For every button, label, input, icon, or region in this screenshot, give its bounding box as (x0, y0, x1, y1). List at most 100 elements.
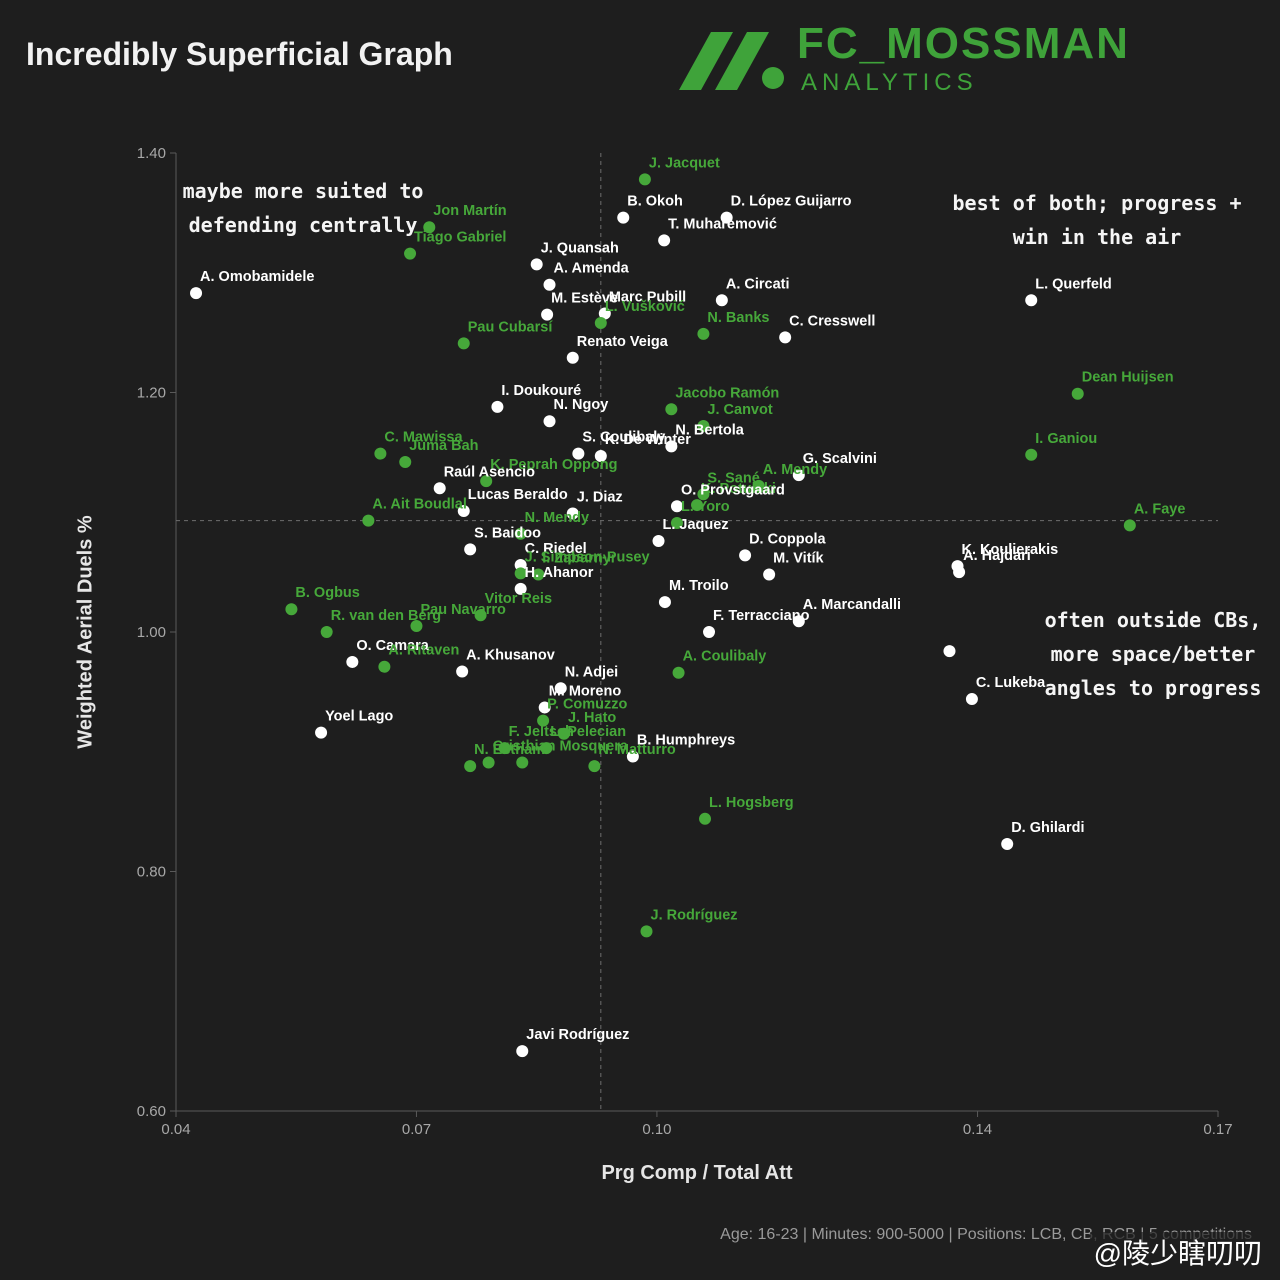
point-label: N. Estham (474, 742, 545, 758)
point-label: Javi Rodríguez (526, 1027, 629, 1043)
data-point (543, 278, 556, 291)
point-label: A. Faye (1134, 501, 1186, 517)
point-label: Dean Huijsen (1082, 370, 1174, 386)
data-point (516, 756, 529, 769)
chart-axes: 0.04 0.07 0.10 0.14 0.17 0.60 0.80 1.00 1.20 1.40 (137, 145, 1233, 1138)
data-point (703, 626, 716, 638)
data-point (530, 258, 543, 271)
point-label: A. Omobamidele (200, 269, 314, 285)
data-point (498, 742, 511, 755)
data-point (464, 760, 477, 773)
point-label: S. Sané (707, 470, 759, 486)
data-point (779, 331, 792, 344)
data-point (514, 558, 527, 571)
data-point (617, 211, 630, 224)
point-label: J. Canvot (707, 402, 772, 418)
data-point (697, 420, 710, 433)
point-label: Pau Navarro (420, 602, 506, 618)
data-point (464, 543, 477, 556)
data-point (346, 655, 359, 668)
point-label: Juma Bah (409, 438, 478, 454)
point-label: K. Koulierakis (962, 542, 1059, 558)
data-point (1123, 519, 1136, 532)
data-point (285, 603, 298, 616)
point-label: L. Jaquez (663, 517, 729, 533)
data-point (480, 475, 493, 488)
data-point (362, 514, 375, 527)
data-point (514, 527, 527, 540)
data-point (557, 727, 570, 740)
point-label: B. Okoh (627, 194, 683, 210)
point-label: Yoel Lago (325, 709, 393, 725)
y-tick-label: 1.20 (137, 385, 166, 402)
point-label: F. Terracciano (713, 608, 810, 624)
point-label: Pau Cubarsí (468, 319, 554, 335)
annotation-top-right: best of both; progress + win in the air (952, 191, 1242, 249)
point-label: M. Vitík (773, 551, 824, 567)
data-point (1001, 837, 1014, 850)
page-title: Incredibly Superficial Graph (26, 36, 453, 72)
data-point (640, 925, 653, 938)
data-point (537, 714, 550, 727)
data-point (670, 500, 683, 513)
data-point (423, 221, 436, 234)
logo-brand-text: FC_MOSSMAN (797, 19, 1130, 68)
data-point (626, 750, 639, 763)
data-point (699, 812, 712, 825)
data-point (554, 682, 567, 695)
point-label: N. Banks (707, 310, 769, 326)
data-point (588, 760, 601, 773)
data-point (763, 568, 776, 581)
point-label: A. Ait Boudlal (372, 497, 467, 513)
point-label: L. Pelecian (550, 724, 626, 740)
data-point (720, 211, 733, 224)
data-point (739, 549, 752, 562)
point-label: D. López Guijarro (731, 194, 852, 210)
point-label: M. Estève (551, 291, 618, 307)
point-label: Raúl Asencio (444, 464, 535, 480)
data-point (433, 482, 446, 495)
data-point (594, 449, 607, 462)
data-point (965, 693, 978, 706)
data-point (378, 660, 391, 673)
data-point (399, 455, 412, 468)
data-point (672, 666, 685, 679)
data-point (658, 596, 671, 609)
data-point (457, 337, 470, 350)
point-label: Jacobo Ramón (675, 385, 779, 401)
data-point (598, 307, 611, 320)
data-point (953, 566, 966, 579)
point-label: D. Coppola (749, 531, 826, 547)
point-label: A. Ritaven (388, 643, 459, 659)
y-tick-label: 0.60 (137, 1103, 166, 1120)
data-point (1071, 387, 1084, 400)
point-label: K. Potulski (701, 481, 776, 497)
point-label: L. Yoro (681, 499, 730, 515)
point-label: Cristhian Mosquera (493, 739, 629, 755)
point-label: I. Ganiou (1035, 431, 1097, 447)
data-point (1025, 448, 1038, 461)
point-label: P. Comuzzo (547, 697, 627, 713)
data-point (541, 308, 554, 321)
point-label: J. Jacquet (649, 155, 720, 171)
point-label: N. Bertola (675, 422, 744, 438)
point-label: Marc Pubill (609, 289, 686, 305)
logo-stripe-2-icon (715, 32, 769, 90)
data-point (190, 287, 203, 300)
point-label: N. Matturro (598, 742, 675, 758)
y-tick-label: 1.40 (137, 145, 166, 162)
point-label: S. Coulibaly (582, 430, 665, 446)
point-label: I. Doukouré (501, 383, 581, 399)
point-label: H. Ahanor (525, 565, 594, 581)
data-point (572, 447, 585, 460)
data-point (665, 440, 678, 453)
point-label: J. Quansah (541, 240, 619, 256)
point-label: S. Baidoo (474, 525, 541, 541)
data-point (715, 294, 728, 307)
point-label: A. Circati (726, 276, 790, 292)
point-label: Tiago Gabriel (414, 230, 506, 246)
y-tick-label: 0.80 (137, 864, 166, 881)
logo-ball-icon (762, 67, 784, 89)
point-label: Lucas Beraldo (468, 487, 568, 503)
data-point (374, 447, 387, 460)
